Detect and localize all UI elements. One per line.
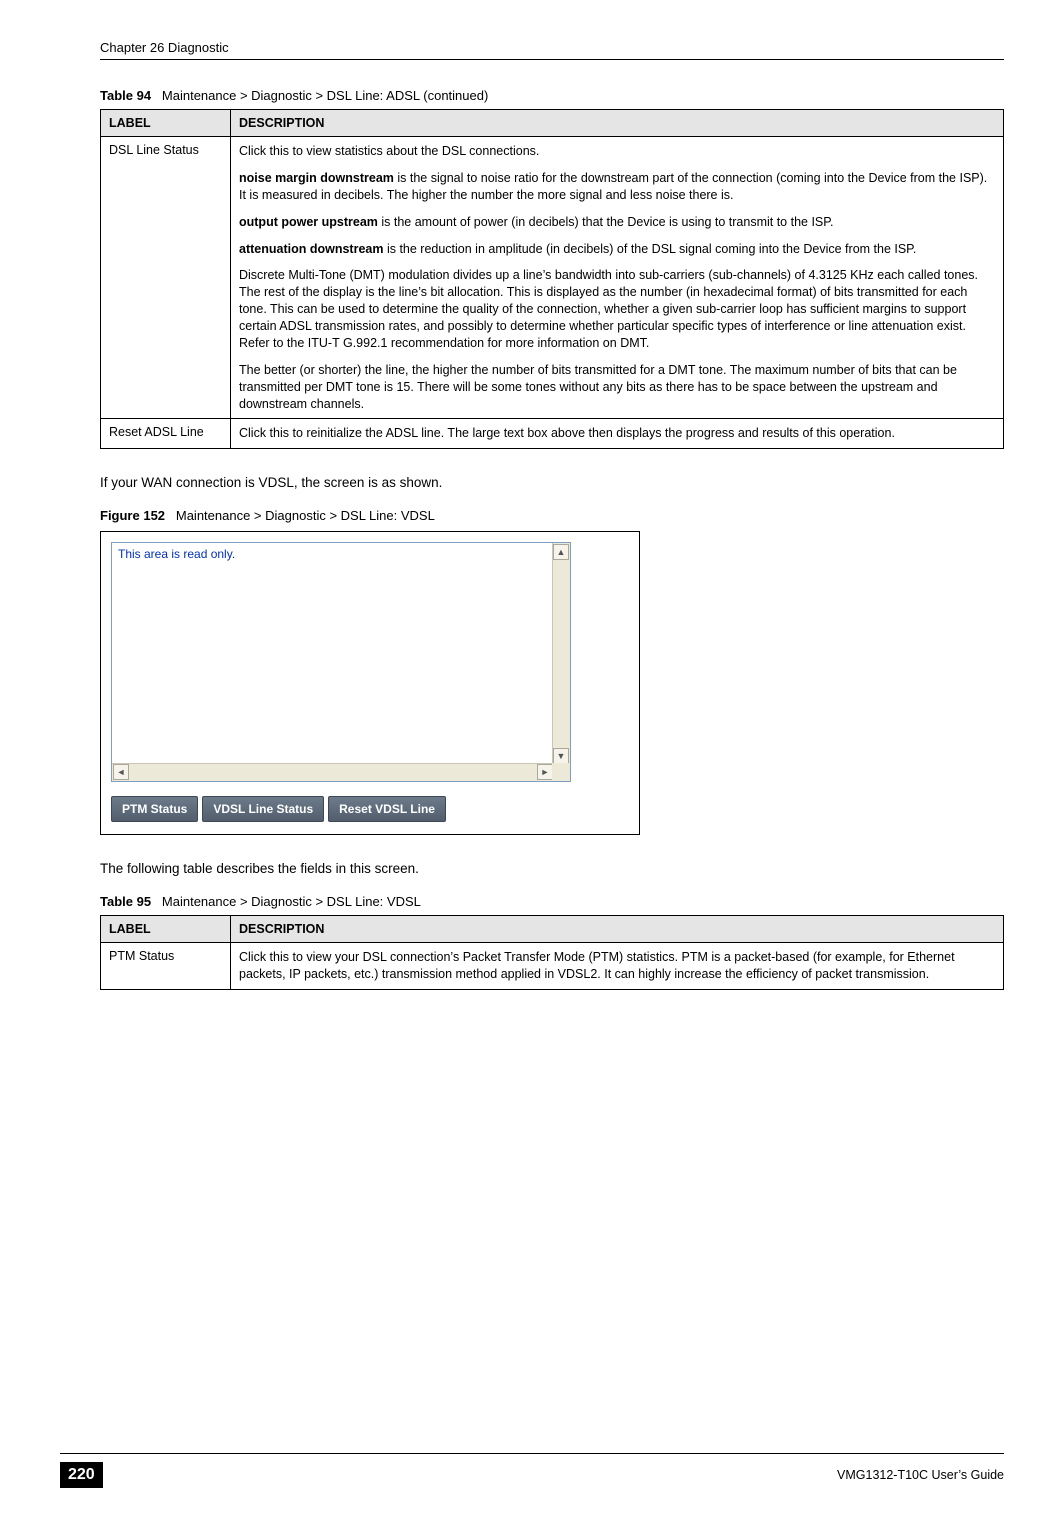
guide-name: VMG1312-T10C User’s Guide xyxy=(837,1468,1004,1482)
table95-caption-label: Table 95 xyxy=(100,894,151,909)
table94-header-label: LABEL xyxy=(101,110,231,137)
footer-rule xyxy=(60,1453,1004,1454)
cell-paragraph: noise margin downstream is the signal to… xyxy=(239,170,995,204)
figure152-caption-text: Maintenance > Diagnostic > DSL Line: VDS… xyxy=(176,508,435,523)
table94-header-row: LABEL DESCRIPTION xyxy=(101,110,1004,137)
table94-row0-desc: Click this to view statistics about the … xyxy=(231,137,1004,419)
para-text: The better (or shorter) the line, the hi… xyxy=(239,363,957,411)
reset-vdsl-line-button[interactable]: Reset VDSL Line xyxy=(328,796,446,822)
table95-caption: Table 95 Maintenance > Diagnostic > DSL … xyxy=(100,894,1004,909)
figure152-caption: Figure 152 Maintenance > Diagnostic > DS… xyxy=(100,508,1004,523)
para-text: Click this to view your DSL connection’s… xyxy=(239,950,955,981)
table-row: PTM Status Click this to view your DSL c… xyxy=(101,943,1004,990)
cell-paragraph: The better (or shorter) the line, the hi… xyxy=(239,362,995,413)
cell-paragraph: Click this to view your DSL connection’s… xyxy=(239,949,995,983)
para-text: Click this to reinitialize the ADSL line… xyxy=(239,426,895,440)
para-text: Click this to view statistics about the … xyxy=(239,144,539,158)
cell-paragraph: attenuation downstream is the reduction … xyxy=(239,241,995,258)
header-rule xyxy=(100,59,1004,60)
readonly-textarea[interactable]: This area is read only. ▲ ▼ ◄ ► xyxy=(111,542,571,782)
para-bold: noise margin downstream xyxy=(239,171,394,185)
table94-caption-text: Maintenance > Diagnostic > DSL Line: ADS… xyxy=(162,88,488,103)
cell-paragraph: Click this to reinitialize the ADSL line… xyxy=(239,425,995,442)
scroll-corner xyxy=(552,763,570,781)
table95: LABEL DESCRIPTION PTM Status Click this … xyxy=(100,915,1004,990)
table95-caption-text: Maintenance > Diagnostic > DSL Line: VDS… xyxy=(162,894,421,909)
scroll-right-icon[interactable]: ► xyxy=(537,764,553,780)
scroll-up-icon[interactable]: ▲ xyxy=(553,544,569,560)
page-footer: 220 VMG1312-T10C User’s Guide xyxy=(60,1453,1004,1488)
ptm-status-button[interactable]: PTM Status xyxy=(111,796,198,822)
textarea-content: This area is read only. xyxy=(116,545,540,757)
figure152-box: This area is read only. ▲ ▼ ◄ ► PTM Stat… xyxy=(100,531,640,835)
table-row: DSL Line Status Click this to view stati… xyxy=(101,137,1004,419)
page-number: 220 xyxy=(60,1462,103,1488)
table94-header-description: DESCRIPTION xyxy=(231,110,1004,137)
table95-header-description: DESCRIPTION xyxy=(231,916,1004,943)
table95-intro-paragraph: The following table describes the fields… xyxy=(100,861,1004,876)
table94-row1-label: Reset ADSL Line xyxy=(101,419,231,449)
vdsl-line-status-button[interactable]: VDSL Line Status xyxy=(202,796,324,822)
chapter-header: Chapter 26 Diagnostic xyxy=(100,40,1004,55)
table95-row0-desc: Click this to view your DSL connection’s… xyxy=(231,943,1004,990)
table94-caption-label: Table 94 xyxy=(100,88,151,103)
para-text: is the amount of power (in decibels) tha… xyxy=(378,215,834,229)
table95-header-label: LABEL xyxy=(101,916,231,943)
cell-paragraph: Discrete Multi-Tone (DMT) modulation div… xyxy=(239,267,995,351)
table94-row0-label: DSL Line Status xyxy=(101,137,231,419)
para-text: Discrete Multi-Tone (DMT) modulation div… xyxy=(239,268,978,350)
para-text: is the reduction in amplitude (in decibe… xyxy=(383,242,916,256)
cell-paragraph: Click this to view statistics about the … xyxy=(239,143,995,160)
vertical-scrollbar[interactable]: ▲ ▼ xyxy=(552,543,570,765)
horizontal-scrollbar[interactable]: ◄ ► xyxy=(112,763,554,781)
table95-row0-label: PTM Status xyxy=(101,943,231,990)
para-bold: attenuation downstream xyxy=(239,242,383,256)
scroll-left-icon[interactable]: ◄ xyxy=(113,764,129,780)
table94: LABEL DESCRIPTION DSL Line Status Click … xyxy=(100,109,1004,449)
figure152-caption-label: Figure 152 xyxy=(100,508,165,523)
vdsl-intro-paragraph: If your WAN connection is VDSL, the scre… xyxy=(100,475,1004,490)
table-row: Reset ADSL Line Click this to reinitiali… xyxy=(101,419,1004,449)
table94-row1-desc: Click this to reinitialize the ADSL line… xyxy=(231,419,1004,449)
table94-caption: Table 94 Maintenance > Diagnostic > DSL … xyxy=(100,88,1004,103)
figure152-button-row: PTM Status VDSL Line Status Reset VDSL L… xyxy=(111,796,629,822)
para-bold: output power upstream xyxy=(239,215,378,229)
cell-paragraph: output power upstream is the amount of p… xyxy=(239,214,995,231)
scroll-down-icon[interactable]: ▼ xyxy=(553,748,569,764)
table95-header-row: LABEL DESCRIPTION xyxy=(101,916,1004,943)
